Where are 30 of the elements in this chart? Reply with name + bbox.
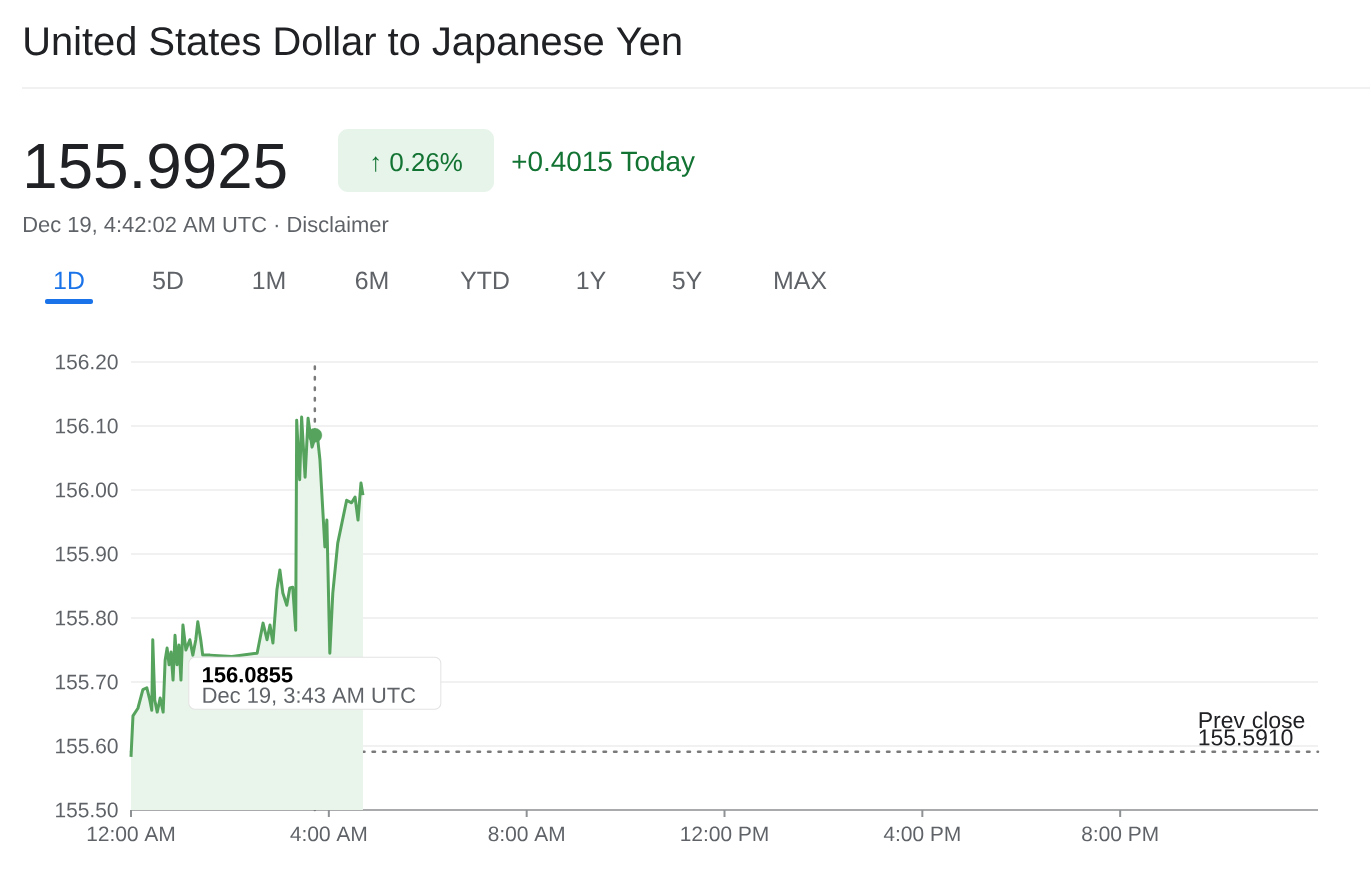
x-tick-label: 8:00 PM [1082,826,1158,842]
ref-line-label: Prev close 155.5910 [1199,711,1305,746]
x-tick-label: 4:00 PM [883,826,960,842]
x-tick-label: 12:00 AM [87,826,175,842]
y-tick-label: 156.10 [56,418,118,434]
text: 5Y [672,271,702,290]
y-tick-label: 155.50 [56,802,118,818]
text: Dec 19, 4:42:02 AM UTC · Disclaimer [24,216,389,235]
y-tick-label: 155.80 [56,610,118,626]
text: 6M [355,271,388,290]
text: YTD [460,271,509,289]
text: 1D [54,271,84,289]
chart-title: United States Dollar to Japanese Yen [25,26,681,64]
y-tick-label: 155.90 [56,546,118,562]
y-tick-label: 155.70 [56,674,118,690]
annotation: 156.0855 [203,666,293,683]
x-tick-label: 8:00 AM [488,826,564,842]
y-tick-label: 156.00 [56,482,118,498]
text: 155.9925 [27,143,286,189]
x-tick-label: 12:00 PM [681,826,768,842]
y-tick-label: 155.60 [56,738,118,754]
text: +0.4015 Today [512,150,695,177]
text: 5D [153,271,183,290]
text: 1Y [577,271,606,289]
text: ↑ 0.26% [372,152,462,172]
x-tick-label: 4:00 AM [290,826,367,842]
y-tick-label: 156.20 [56,354,118,370]
annotation: Dec 19, 3:43 AM UTC [203,687,416,706]
text: MAX [775,271,827,289]
text: 1M [253,271,285,289]
